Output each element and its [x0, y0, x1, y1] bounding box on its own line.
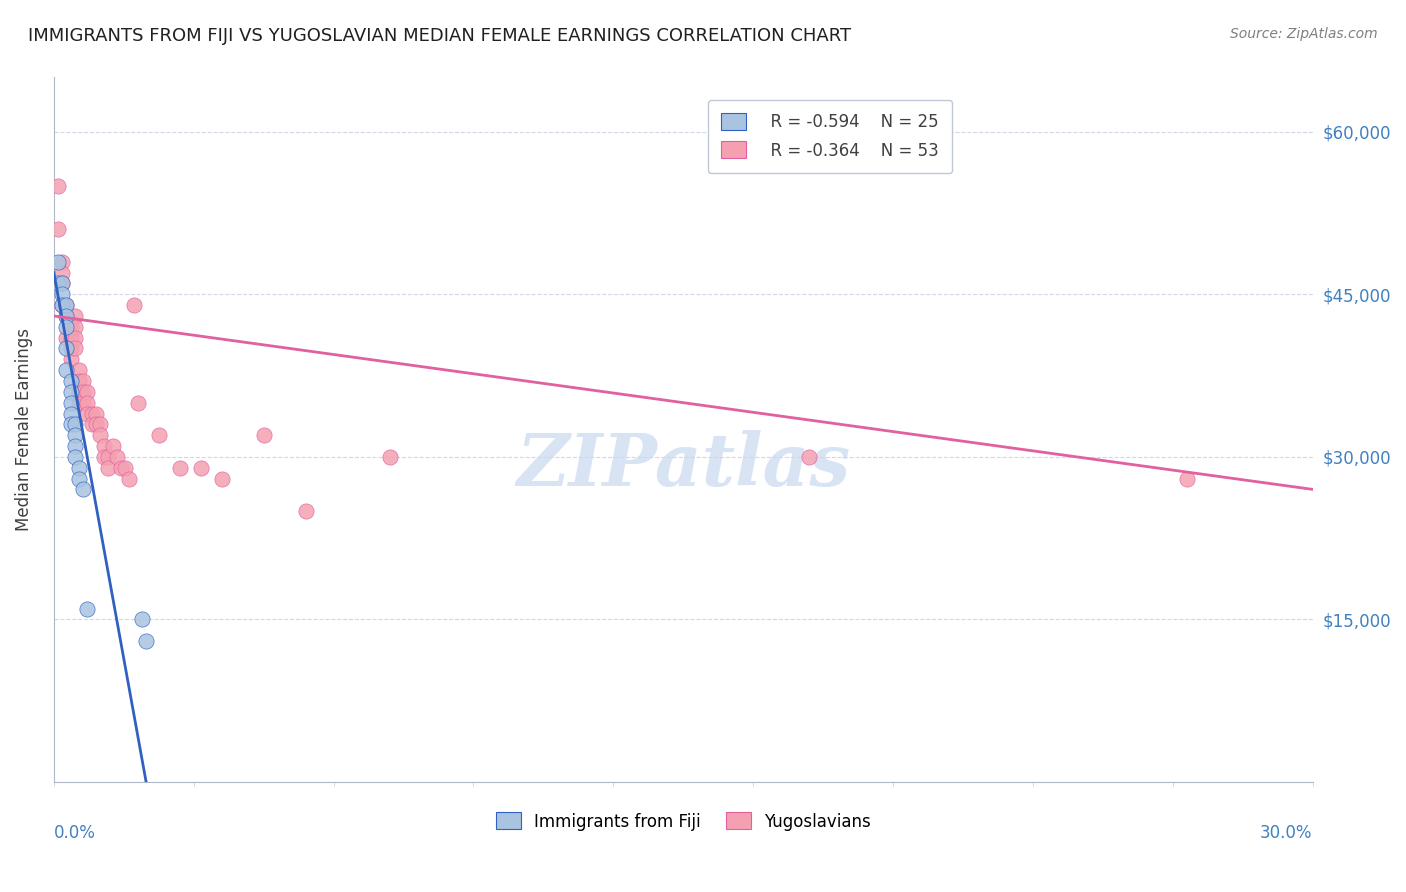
Point — [76, 601, 98, 615]
Point — [63, 319, 86, 334]
Point — [253, 428, 276, 442]
Point — [80, 407, 103, 421]
Point — [67, 460, 90, 475]
Point — [76, 384, 98, 399]
Text: IMMIGRANTS FROM FIJI VS YUGOSLAVIAN MEDIAN FEMALE EARNINGS CORRELATION CHART: IMMIGRANTS FROM FIJI VS YUGOSLAVIAN MEDI… — [28, 27, 851, 45]
Point — [93, 450, 115, 464]
Point — [211, 472, 233, 486]
Point — [127, 395, 149, 409]
Point — [63, 428, 86, 442]
Point — [46, 178, 69, 193]
Point — [59, 407, 82, 421]
Point — [67, 384, 90, 399]
Point — [169, 460, 191, 475]
Point — [72, 374, 94, 388]
Legend: Immigrants from Fiji, Yugoslavians: Immigrants from Fiji, Yugoslavians — [489, 805, 877, 838]
Point — [84, 417, 107, 432]
Point — [55, 331, 77, 345]
Point — [97, 450, 120, 464]
Point — [84, 407, 107, 421]
Point — [110, 460, 132, 475]
Point — [59, 331, 82, 345]
Point — [51, 254, 73, 268]
Point — [46, 254, 69, 268]
Point — [55, 309, 77, 323]
Point — [59, 352, 82, 367]
Point — [72, 395, 94, 409]
Point — [797, 450, 820, 464]
Point — [105, 450, 128, 464]
Point — [63, 417, 86, 432]
Point — [46, 277, 69, 291]
Point — [55, 309, 77, 323]
Point — [114, 460, 136, 475]
Point — [55, 342, 77, 356]
Point — [118, 472, 141, 486]
Point — [55, 363, 77, 377]
Point — [89, 428, 111, 442]
Text: Source: ZipAtlas.com: Source: ZipAtlas.com — [1230, 27, 1378, 41]
Point — [46, 222, 69, 236]
Point — [148, 428, 170, 442]
Point — [63, 450, 86, 464]
Point — [131, 612, 153, 626]
Point — [63, 342, 86, 356]
Text: 30.0%: 30.0% — [1260, 824, 1313, 842]
Point — [59, 342, 82, 356]
Point — [55, 298, 77, 312]
Text: 0.0%: 0.0% — [53, 824, 96, 842]
Point — [76, 407, 98, 421]
Point — [59, 395, 82, 409]
Point — [51, 287, 73, 301]
Point — [72, 384, 94, 399]
Point — [190, 460, 212, 475]
Point — [67, 395, 90, 409]
Point — [67, 363, 90, 377]
Point — [59, 319, 82, 334]
Point — [63, 309, 86, 323]
Point — [135, 634, 157, 648]
Point — [59, 417, 82, 432]
Point — [51, 298, 73, 312]
Point — [97, 460, 120, 475]
Point — [1175, 472, 1198, 486]
Point — [51, 277, 73, 291]
Point — [63, 439, 86, 453]
Point — [294, 504, 316, 518]
Point — [67, 472, 90, 486]
Text: ZIPatlas: ZIPatlas — [516, 430, 851, 500]
Point — [51, 266, 73, 280]
Point — [378, 450, 401, 464]
Point — [89, 417, 111, 432]
Point — [72, 483, 94, 497]
Point — [80, 417, 103, 432]
Point — [51, 298, 73, 312]
Point — [55, 319, 77, 334]
Point — [101, 439, 124, 453]
Y-axis label: Median Female Earnings: Median Female Earnings — [15, 328, 32, 532]
Point — [63, 331, 86, 345]
Point — [55, 298, 77, 312]
Point — [51, 277, 73, 291]
Point — [122, 298, 145, 312]
Point — [59, 384, 82, 399]
Point — [67, 374, 90, 388]
Point — [59, 374, 82, 388]
Point — [76, 395, 98, 409]
Point — [93, 439, 115, 453]
